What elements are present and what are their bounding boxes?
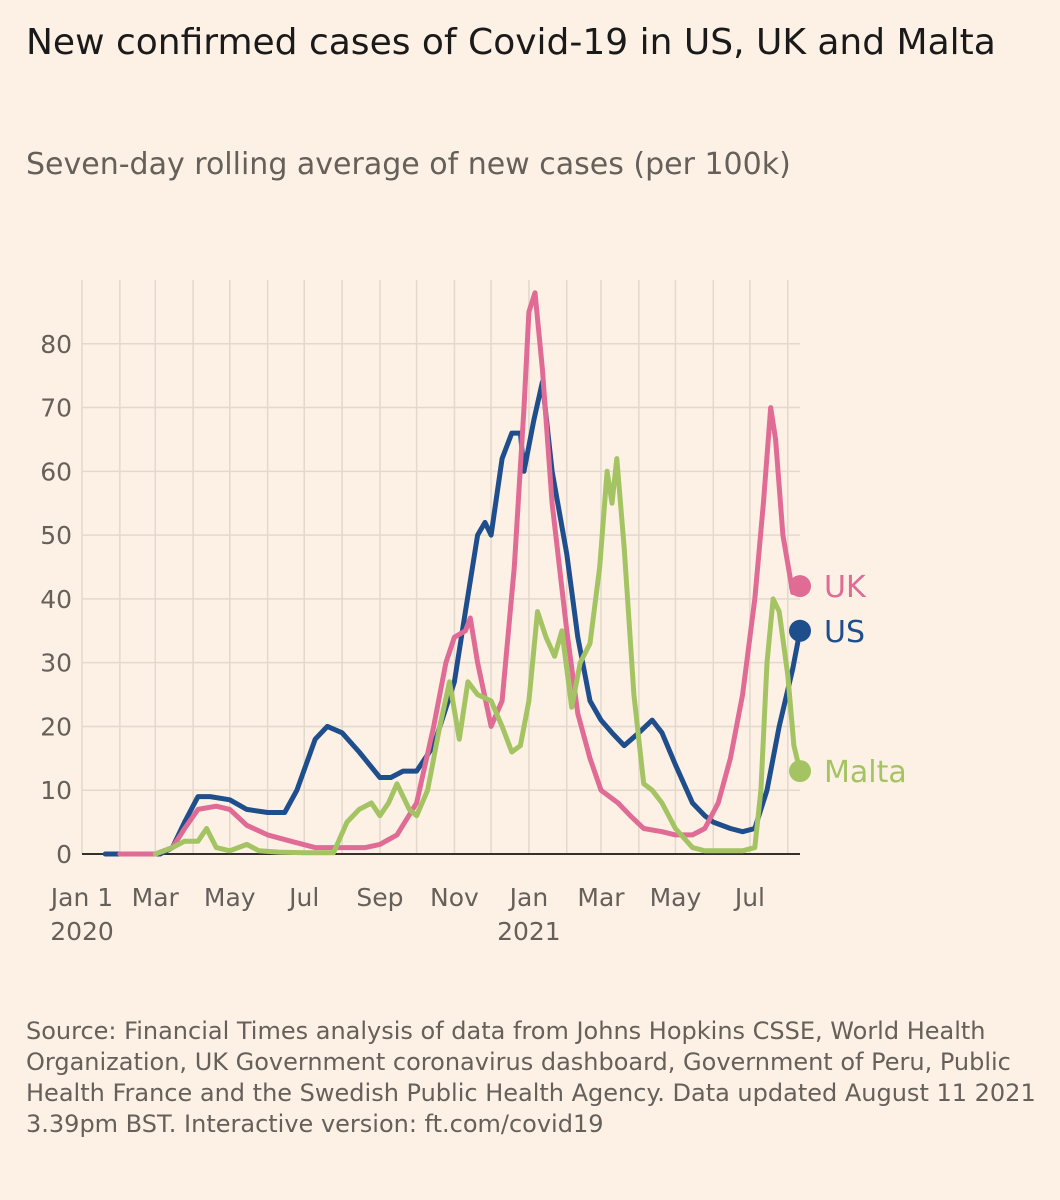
y-tick-label: 30 (40, 649, 72, 678)
x-tick-year-label: 2021 (497, 917, 561, 946)
y-tick-label: 80 (40, 330, 72, 359)
y-tick-label: 50 (40, 521, 72, 550)
series-line-uk (117, 290, 803, 857)
x-tick-label: Mar (132, 883, 180, 912)
y-tick-label: 60 (40, 457, 72, 486)
series-label-malta: Malta (824, 755, 907, 790)
y-tick-label: 10 (40, 776, 72, 805)
series-end-dot-malta (789, 760, 811, 783)
x-tick-label: Jul (733, 883, 765, 912)
y-tick-label: 0 (56, 840, 72, 869)
y-tick-label: 40 (40, 585, 72, 614)
series-line-us (102, 379, 803, 857)
series-end-dot-uk (789, 575, 811, 598)
series-end-dot-us (789, 619, 811, 642)
gridlines (81, 280, 800, 855)
series-line-malta (152, 456, 803, 857)
x-tick-label: Mar (577, 883, 625, 912)
axis-ticks: 0 10 20 30 40 50 60 70 80 Jan 1 2020 Mar May Jul Sep No… (40, 330, 765, 946)
y-tick-label: 20 (40, 712, 72, 741)
x-tick-label: May (204, 883, 256, 912)
chart-title: New confirmed cases of Covid-19 in US, U… (26, 22, 996, 63)
series-label-uk: UK (824, 570, 867, 605)
series-label-us: US (824, 615, 865, 650)
x-tick-label: Sep (356, 883, 403, 912)
x-tick-label: May (650, 883, 702, 912)
series-lines (102, 290, 803, 857)
line-chart: 0 10 20 30 40 50 60 70 80 Jan 1 2020 Mar May Jul Sep No… (40, 280, 907, 946)
chart-subtitle: Seven-day rolling average of new cases (… (26, 147, 791, 182)
x-tick-year-label: 2020 (50, 917, 114, 946)
x-tick-label: Jan 1 (49, 883, 113, 912)
source-note: Source: Financial Times analysis of data… (26, 1017, 1036, 1138)
x-tick-label: Jan (508, 883, 549, 912)
series-end-labels: US UK Malta (789, 570, 907, 790)
y-tick-label: 70 (40, 394, 72, 423)
x-tick-label: Jul (287, 883, 319, 912)
x-tick-label: Nov (430, 883, 479, 912)
